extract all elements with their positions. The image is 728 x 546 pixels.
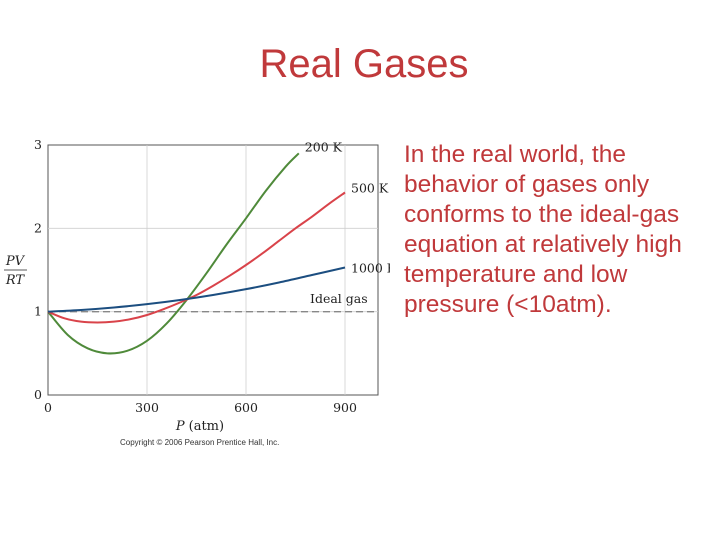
- y-axis-title: PV RT: [4, 254, 27, 288]
- x-axis-title-var: P: [175, 419, 185, 434]
- y-axis-title-denominator: RT: [5, 273, 26, 288]
- x-tick-label: 300: [135, 400, 159, 415]
- x-axis-title-unit: (atm): [189, 419, 224, 434]
- series-line-500k: [47, 191, 346, 324]
- series-label-1000k: 1000 K: [351, 261, 390, 276]
- copyright: Copyright © 2006 Pearson Prentice Hall, …: [120, 438, 279, 447]
- x-tick-label: 0: [44, 400, 52, 415]
- x-tick-label: 900: [333, 400, 357, 415]
- series-labels: 200 K 500 K 1000 K: [305, 139, 390, 275]
- series-line-1000k: [47, 266, 346, 313]
- x-axis-title: P (atm): [175, 419, 224, 434]
- series-line-200k: [47, 152, 300, 355]
- grid: [48, 145, 378, 395]
- y-axis-title-numerator: PV: [5, 254, 26, 269]
- chart: 0 300 600 900 0 1 2 3 200 K 500 K 1000 K Ideal ga…: [4, 137, 390, 447]
- ideal-gas-label: Ideal gas: [310, 291, 368, 306]
- series-lines: [47, 152, 346, 355]
- y-tick-label: 0: [34, 387, 42, 402]
- plot-frame: [47, 144, 379, 396]
- y-tick-label: 3: [34, 137, 42, 152]
- plot-area: 0 300 600 900 0 1 2 3 200 K 500 K 1000 K: [34, 137, 390, 415]
- y-tick-label: 1: [34, 304, 42, 319]
- x-tick-label: 600: [234, 400, 258, 415]
- y-tick-label: 2: [34, 220, 42, 235]
- tick-labels: 0 300 600 900 0 1 2 3: [34, 137, 357, 415]
- series-label-200k: 200 K: [305, 139, 343, 154]
- body-text: In the real world, the behavior of gases…: [404, 141, 682, 318]
- series-label-500k: 500 K: [351, 181, 389, 196]
- slide-title: Real Gases: [259, 42, 469, 86]
